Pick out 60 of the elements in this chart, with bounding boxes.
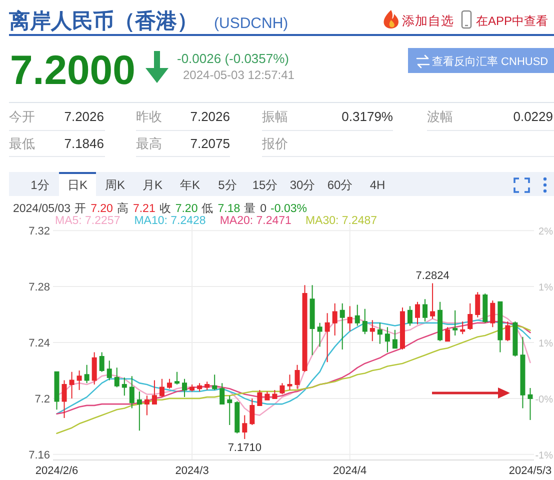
text: 15分 xyxy=(252,178,278,192)
y2-tick-label: 1% xyxy=(538,282,554,294)
text: 最低 xyxy=(9,136,35,151)
text: 7.20 xyxy=(175,203,198,215)
text: 5分 xyxy=(218,178,237,192)
x-tick-label: 2024/5/3 xyxy=(508,465,552,477)
x-tick-label: 2024/3 xyxy=(175,465,209,477)
text: -0.03% xyxy=(270,203,307,215)
y2-tick-label: 2% xyxy=(538,226,554,238)
y2-tick-label: 1% xyxy=(538,338,554,350)
text: 7.2026 xyxy=(190,109,230,124)
text: 0.0229 xyxy=(513,109,553,124)
text: 振幅 xyxy=(262,109,288,124)
text: 7.2026 xyxy=(64,109,104,124)
text: (USDCNH) xyxy=(214,15,288,32)
annotation: 7.1710 xyxy=(228,442,262,454)
text: 开 xyxy=(74,202,87,215)
text: 查看反向汇率 CNHUSD xyxy=(432,55,548,68)
text: 1分 xyxy=(30,178,50,192)
text: 年K xyxy=(180,178,200,192)
text: 高 xyxy=(116,201,129,215)
text: 报价 xyxy=(261,136,288,151)
text: 离岸人民币（香港） xyxy=(8,9,198,33)
text: 收 xyxy=(159,202,172,215)
x-tick-label: 2024/2/6 xyxy=(35,465,78,477)
text: 0.3179% xyxy=(342,109,394,124)
text: 7.2000 xyxy=(10,47,136,93)
text: 7.21 xyxy=(132,203,156,215)
text: 波幅 xyxy=(427,109,453,124)
text: 7.20 xyxy=(90,203,113,215)
y-tick-label: 7.24 xyxy=(28,338,50,350)
text: 在APP中查看 xyxy=(476,14,548,28)
text: 7.2075 xyxy=(190,136,230,151)
text: 30分 xyxy=(290,178,316,192)
text: 4H xyxy=(370,178,386,192)
text: 昨收 xyxy=(136,109,162,124)
y2-tick-label: -0% xyxy=(535,394,554,406)
text: 2024/05/03 xyxy=(13,203,71,215)
legend: MA5: 7.2257 MA10: 7.2428 MA20: 7.2471 MA30: 7.2487 xyxy=(55,215,378,227)
text: -0.0026 (-0.0357%) xyxy=(177,51,290,66)
y-tick-label: 7.32 xyxy=(28,226,50,238)
y-tick-label: 7.2 xyxy=(34,393,50,406)
text: 7.18 xyxy=(218,203,240,215)
text: 日K xyxy=(67,178,88,192)
y-tick-label: 7.28 xyxy=(28,282,50,294)
text: 添加自选 xyxy=(402,14,454,28)
text: 周K xyxy=(104,178,126,192)
text: 0 xyxy=(260,203,267,215)
text: 量 xyxy=(244,202,256,215)
text: 低 xyxy=(202,202,214,215)
text: 7.1846 xyxy=(64,136,104,151)
text: 60分 xyxy=(327,178,353,192)
x-tick-label: 2024/4 xyxy=(333,465,367,477)
text: 今开 xyxy=(9,109,35,124)
text: 2024-05-03 12:57:41 xyxy=(183,68,295,82)
y2-tick-label: -1% xyxy=(535,450,554,462)
annotation: 7.2824 xyxy=(416,270,450,282)
text: 最高 xyxy=(136,136,162,151)
y-tick-label: 7.16 xyxy=(28,449,50,462)
text: 月K xyxy=(142,178,163,192)
